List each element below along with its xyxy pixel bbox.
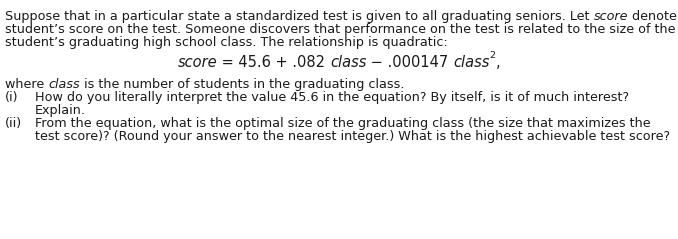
Text: Explain.: Explain. — [35, 104, 86, 117]
Text: class: class — [48, 78, 80, 91]
Text: 2: 2 — [490, 51, 496, 60]
Text: denote a: denote a — [628, 10, 678, 23]
Text: How do you literally interpret the value 45.6 in the equation? By itself, is it : How do you literally interpret the value… — [35, 91, 629, 104]
Text: student’s graduating high school class. The relationship is quadratic:: student’s graduating high school class. … — [5, 36, 447, 49]
Text: score: score — [593, 10, 628, 23]
Text: (i): (i) — [5, 91, 18, 104]
Text: is the number of students in the graduating class.: is the number of students in the graduat… — [80, 78, 404, 91]
Text: test score)? (Round your answer to the nearest integer.) What is the highest ach: test score)? (Round your answer to the n… — [35, 130, 670, 143]
Text: From the equation, what is the optimal size of the graduating class (the size th: From the equation, what is the optimal s… — [35, 117, 651, 130]
Text: − .000147: − .000147 — [366, 55, 454, 70]
Text: = 45.6 + .082: = 45.6 + .082 — [218, 55, 330, 70]
Text: (ii): (ii) — [5, 117, 22, 130]
Text: class: class — [330, 55, 366, 70]
Text: Suppose that in a particular state a standardized test is given to all graduatin: Suppose that in a particular state a sta… — [5, 10, 593, 23]
Text: class: class — [454, 55, 490, 70]
Text: where: where — [5, 78, 48, 91]
Text: student’s score on the test. Someone discovers that performance on the test is r: student’s score on the test. Someone dis… — [5, 23, 675, 36]
Text: score: score — [178, 55, 218, 70]
Text: ,: , — [496, 55, 500, 70]
